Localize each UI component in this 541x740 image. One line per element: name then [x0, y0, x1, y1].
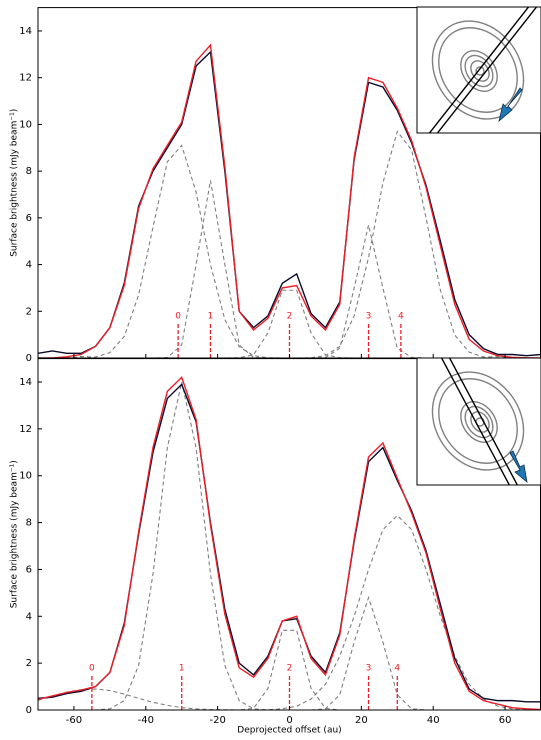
component-label: 3 — [366, 312, 372, 322]
inset — [414, 354, 541, 490]
y-axis-label: Surface brightness (mJy beam⁻¹) — [10, 460, 20, 608]
x-tick-label: -40 — [138, 715, 154, 726]
component-label: 2 — [287, 312, 293, 322]
y-tick-label: 10 — [19, 119, 32, 130]
component-label: 1 — [179, 664, 185, 674]
component-label: 3 — [366, 664, 372, 674]
y-tick-label: 0 — [26, 705, 32, 716]
x-tick-label: 0 — [286, 715, 292, 726]
y-tick-label: 12 — [19, 424, 32, 435]
x-tick-label: 40 — [427, 715, 440, 726]
component-label: 0 — [175, 312, 181, 322]
y-tick-label: 10 — [19, 471, 32, 482]
component-label: 0 — [89, 664, 95, 674]
y-tick-label: 12 — [19, 73, 32, 84]
component-label: 2 — [287, 664, 293, 674]
x-tick-label: -60 — [66, 715, 82, 726]
y-tick-label: 4 — [26, 260, 32, 271]
inset — [414, 0, 541, 140]
y-tick-label: 6 — [26, 213, 32, 224]
y-tick-label: 14 — [19, 26, 32, 37]
component-label: 4 — [394, 664, 400, 674]
y-tick-label: 8 — [26, 166, 32, 177]
y-tick-label: 14 — [19, 377, 32, 388]
y-tick-label: 6 — [26, 564, 32, 575]
y-tick-label: 2 — [26, 306, 32, 317]
y-tick-label: 0 — [26, 353, 32, 364]
x-tick-label: 60 — [499, 715, 512, 726]
y-tick-label: 8 — [26, 518, 32, 529]
x-tick-label: -20 — [209, 715, 225, 726]
y-tick-label: 2 — [26, 658, 32, 669]
series-line — [38, 598, 541, 710]
component-label: 4 — [398, 312, 404, 322]
x-axis-label: Deprojected offset (au) — [237, 726, 341, 736]
x-tick-label: 20 — [355, 715, 368, 726]
y-axis-label: Surface brightness (mJy beam⁻¹) — [10, 109, 20, 257]
component-label: 1 — [208, 312, 214, 322]
y-tick-label: 4 — [26, 611, 32, 622]
